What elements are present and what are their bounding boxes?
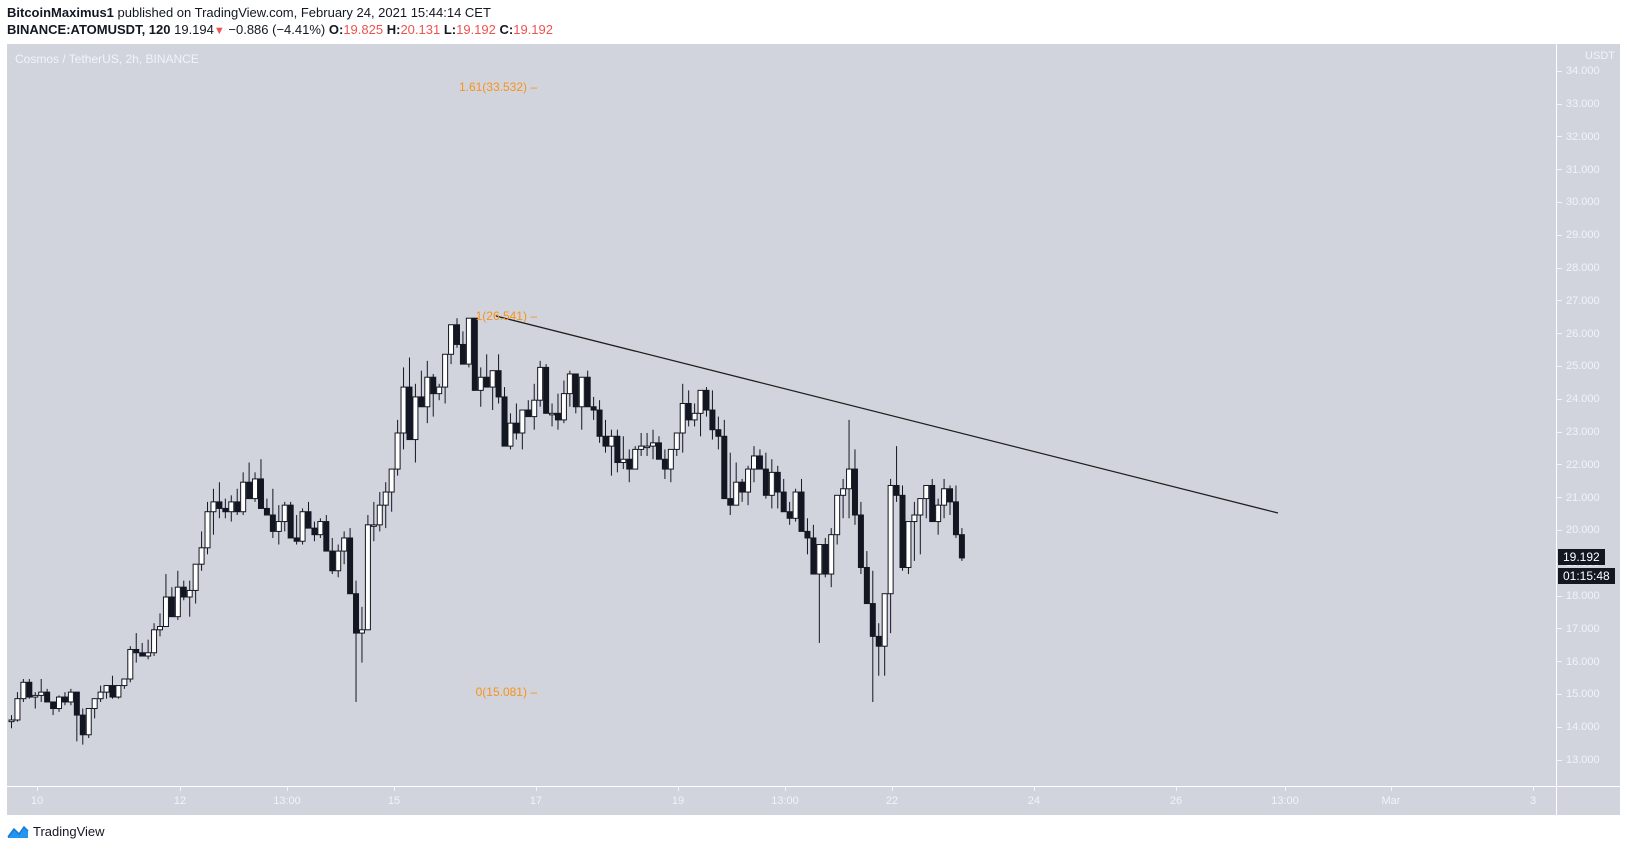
publish-info: BitcoinMaximus1 published on TradingView…: [7, 5, 491, 20]
time-tick-mark: [1391, 787, 1392, 791]
time-tick-mark: [180, 787, 181, 791]
low-label: L:: [443, 22, 457, 37]
time-tick-label: 10: [30, 795, 44, 807]
low-value: 19.192: [456, 22, 496, 37]
time-tick-mark: [1533, 787, 1534, 791]
time-tick-label: 12: [173, 795, 187, 807]
time-tick-mark: [536, 787, 537, 791]
time-axis[interactable]: 10 12 13:00 15 17 19 13:00 22 24 26 13:00 Mar 3: [7, 786, 1556, 816]
chart-plot-area[interactable]: Cosmos / TetherUS, 2h, BINANCE 1.61(33.5…: [7, 44, 1556, 786]
time-tick-label: 19: [671, 795, 685, 807]
symbol-info: BINANCE:ATOMUSDT, 120 19.194▼ −0.886 (−4…: [7, 22, 553, 37]
open-value: 19.825: [343, 22, 384, 37]
price-tick-label: 33.000: [1557, 98, 1600, 110]
axis-corner: [1556, 786, 1621, 816]
price-tick-label: 29.000: [1557, 229, 1600, 241]
time-tick-mark: [1176, 787, 1177, 791]
chart-legend: Cosmos / TetherUS, 2h, BINANCE: [15, 52, 199, 66]
down-triangle-icon: ▼: [213, 25, 225, 37]
time-tick-label: 22: [885, 795, 899, 807]
brand-name: TradingView: [33, 824, 105, 839]
price-tick-label: 15.000: [1557, 688, 1600, 700]
time-tick-mark: [394, 787, 395, 791]
candlestick-series: [8, 315, 1279, 745]
time-tick-label: 17: [529, 795, 543, 807]
last-value: 19.194: [174, 22, 214, 37]
price-tick-label: 14.000: [1557, 721, 1600, 733]
time-tick-label: 26: [1169, 795, 1183, 807]
close-value: 19.192: [513, 22, 553, 37]
price-tick-label: 27.000: [1557, 295, 1600, 307]
time-tick-label: 24: [1027, 795, 1041, 807]
author-name: BitcoinMaximus1: [7, 5, 114, 20]
price-tick-label: 32.000: [1557, 131, 1600, 143]
price-tick-label: 18.000: [1557, 590, 1600, 602]
change-value: −0.886 (−4.41%): [228, 22, 326, 37]
time-tick-label: 13:00: [1271, 795, 1299, 807]
time-tick-mark: [892, 787, 893, 791]
price-axis[interactable]: 13.00014.00015.00016.00017.00018.00019.0…: [1556, 44, 1621, 786]
symbol-label: BINANCE:ATOMUSDT, 120: [7, 22, 171, 37]
chart-frame: Cosmos / TetherUS, 2h, BINANCE 1.61(33.5…: [7, 44, 1621, 816]
price-tick-label: 24.000: [1557, 393, 1600, 405]
last-price-badge: 19.192: [1558, 548, 1605, 565]
published-text: published on TradingView.com, February 2…: [113, 5, 491, 20]
price-tick-label: 13.000: [1557, 754, 1600, 766]
time-tick-label: 3: [1529, 795, 1537, 807]
bar-countdown-badge: 01:15:48: [1558, 567, 1615, 584]
time-tick-mark: [287, 787, 288, 791]
price-unit-label: USDT: [1585, 50, 1615, 62]
price-tick-label: 16.000: [1557, 656, 1600, 668]
close-label: C:: [499, 22, 514, 37]
price-tick-label: 25.000: [1557, 360, 1600, 372]
price-tick-label: 31.000: [1557, 164, 1600, 176]
price-tick-label: 34.000: [1557, 65, 1600, 77]
price-tick-label: 28.000: [1557, 262, 1600, 274]
time-tick-mark: [37, 787, 38, 791]
price-tick-label: 26.000: [1557, 328, 1600, 340]
time-tick-mark: [1285, 787, 1286, 791]
time-tick-label: 13:00: [273, 795, 301, 807]
time-tick-mark: [785, 787, 786, 791]
price-tick-label: 22.000: [1557, 459, 1600, 471]
high-value: 20.131: [400, 22, 441, 37]
tradingview-branding[interactable]: TradingView: [7, 824, 105, 839]
price-tick-label: 17.000: [1557, 623, 1600, 635]
time-tick-label: 13:00: [771, 795, 799, 807]
time-tick-label: Mar: [1381, 795, 1401, 807]
fib-level-1: 1(26.541) –: [475, 308, 537, 323]
time-tick-mark: [678, 787, 679, 791]
resistance-trendline[interactable]: [495, 315, 1279, 514]
time-tick-label: 15: [387, 795, 401, 807]
tradingview-logo-icon: [7, 825, 29, 838]
price-tick-label: 21.000: [1557, 492, 1600, 504]
time-tick-mark: [1034, 787, 1035, 791]
fib-level-0: 0(15.081) –: [475, 684, 537, 699]
open-label: O:: [328, 22, 344, 37]
high-label: H:: [386, 22, 401, 37]
price-tick-label: 30.000: [1557, 196, 1600, 208]
fib-level-161: 1.61(33.532) –: [458, 79, 537, 94]
price-tick-label: 20.000: [1557, 524, 1600, 536]
price-tick-label: 23.000: [1557, 426, 1600, 438]
